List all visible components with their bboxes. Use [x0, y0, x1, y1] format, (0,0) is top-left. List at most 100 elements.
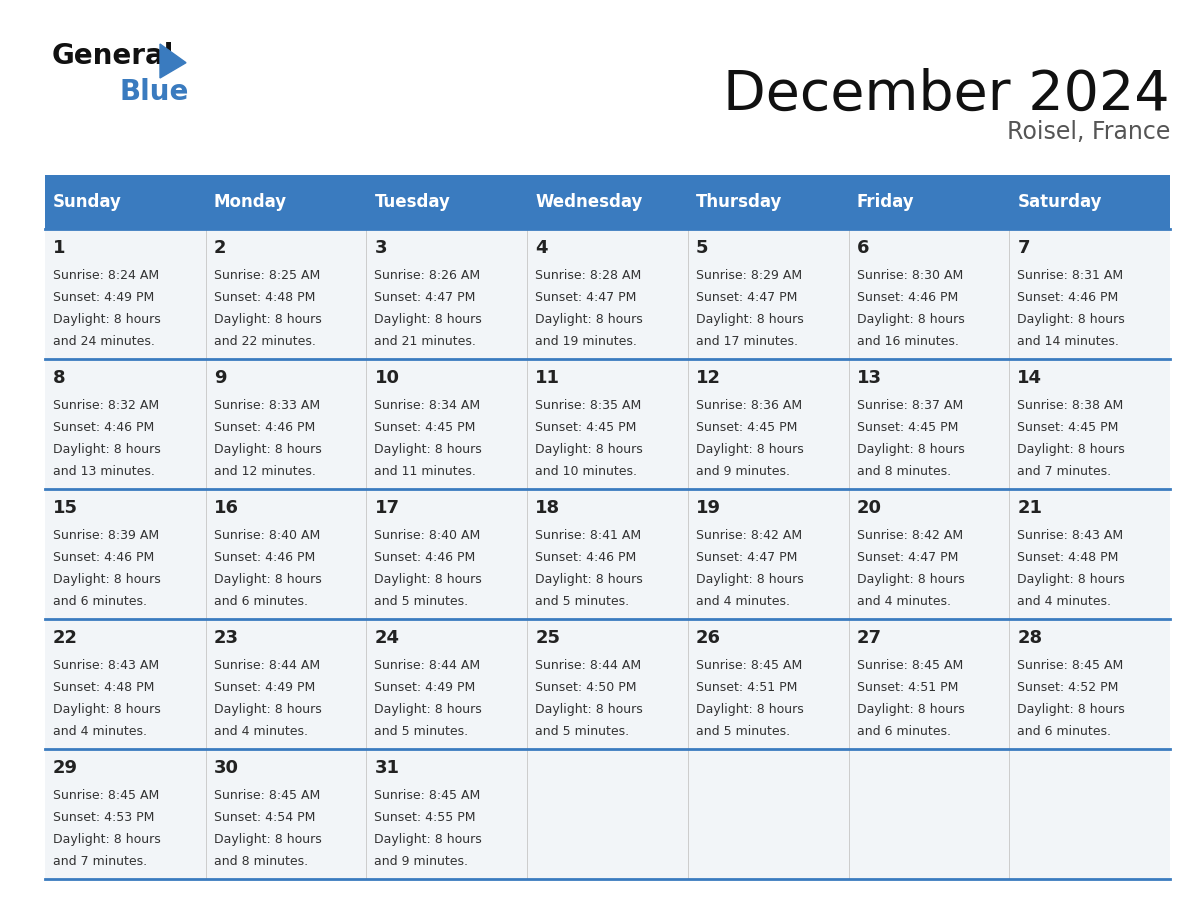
Text: Daylight: 8 hours: Daylight: 8 hours [857, 703, 965, 716]
Bar [1010, 359, 1170, 489]
Bar [1010, 489, 1170, 619]
Bar [45, 619, 206, 749]
Text: Sunrise: 8:34 AM: Sunrise: 8:34 AM [374, 399, 481, 412]
Text: Sunrise: 8:39 AM: Sunrise: 8:39 AM [53, 529, 159, 542]
Text: and 7 minutes.: and 7 minutes. [1017, 465, 1112, 478]
Text: Blue: Blue [120, 78, 189, 106]
Text: Sunset: 4:47 PM: Sunset: 4:47 PM [535, 291, 637, 304]
Bar [366, 229, 527, 359]
Text: and 8 minutes.: and 8 minutes. [857, 465, 950, 478]
Bar [688, 619, 848, 749]
Text: 28: 28 [1017, 629, 1042, 647]
Text: Monday: Monday [214, 193, 286, 211]
Text: Sunset: 4:46 PM: Sunset: 4:46 PM [374, 551, 475, 564]
Text: Sunrise: 8:44 AM: Sunrise: 8:44 AM [535, 659, 642, 672]
Text: and 21 minutes.: and 21 minutes. [374, 335, 476, 348]
Text: Sunset: 4:47 PM: Sunset: 4:47 PM [374, 291, 476, 304]
Text: and 4 minutes.: and 4 minutes. [857, 595, 950, 608]
Text: and 10 minutes.: and 10 minutes. [535, 465, 637, 478]
Text: Sunrise: 8:25 AM: Sunrise: 8:25 AM [214, 269, 320, 282]
Text: Sunset: 4:47 PM: Sunset: 4:47 PM [696, 551, 797, 564]
Text: Daylight: 8 hours: Daylight: 8 hours [857, 313, 965, 326]
Text: Sunrise: 8:40 AM: Sunrise: 8:40 AM [214, 529, 320, 542]
Text: Sunrise: 8:35 AM: Sunrise: 8:35 AM [535, 399, 642, 412]
Bar [848, 749, 1010, 879]
Text: Daylight: 8 hours: Daylight: 8 hours [374, 833, 482, 846]
Text: Daylight: 8 hours: Daylight: 8 hours [53, 833, 160, 846]
Text: Sunrise: 8:45 AM: Sunrise: 8:45 AM [1017, 659, 1124, 672]
Bar [366, 749, 527, 879]
Text: and 6 minutes.: and 6 minutes. [53, 595, 147, 608]
Text: and 4 minutes.: and 4 minutes. [53, 725, 147, 738]
Text: Sunrise: 8:33 AM: Sunrise: 8:33 AM [214, 399, 320, 412]
Text: and 5 minutes.: and 5 minutes. [374, 725, 468, 738]
Text: Sunset: 4:46 PM: Sunset: 4:46 PM [1017, 291, 1119, 304]
Text: Sunrise: 8:42 AM: Sunrise: 8:42 AM [857, 529, 962, 542]
Text: 20: 20 [857, 499, 881, 517]
Text: 22: 22 [53, 629, 78, 647]
Text: and 5 minutes.: and 5 minutes. [374, 595, 468, 608]
Bar [688, 175, 848, 229]
Text: and 8 minutes.: and 8 minutes. [214, 855, 308, 868]
Text: Roisel, France: Roisel, France [1006, 120, 1170, 144]
Bar [848, 175, 1010, 229]
Bar [527, 359, 688, 489]
Bar [366, 175, 527, 229]
Bar [527, 489, 688, 619]
Bar [45, 359, 206, 489]
Text: Daylight: 8 hours: Daylight: 8 hours [53, 443, 160, 456]
Text: Sunrise: 8:29 AM: Sunrise: 8:29 AM [696, 269, 802, 282]
Text: and 9 minutes.: and 9 minutes. [696, 465, 790, 478]
Text: and 22 minutes.: and 22 minutes. [214, 335, 316, 348]
Text: Sunset: 4:53 PM: Sunset: 4:53 PM [53, 811, 154, 824]
Text: 21: 21 [1017, 499, 1042, 517]
Text: 14: 14 [1017, 369, 1042, 387]
Text: Daylight: 8 hours: Daylight: 8 hours [1017, 443, 1125, 456]
Text: Sunset: 4:54 PM: Sunset: 4:54 PM [214, 811, 315, 824]
Text: and 6 minutes.: and 6 minutes. [1017, 725, 1111, 738]
Text: and 4 minutes.: and 4 minutes. [214, 725, 308, 738]
Text: Sunset: 4:48 PM: Sunset: 4:48 PM [1017, 551, 1119, 564]
Text: Sunset: 4:45 PM: Sunset: 4:45 PM [857, 421, 958, 434]
Text: and 6 minutes.: and 6 minutes. [214, 595, 308, 608]
Bar [206, 229, 366, 359]
Text: 1: 1 [53, 239, 65, 257]
Text: Sunrise: 8:36 AM: Sunrise: 8:36 AM [696, 399, 802, 412]
Text: Daylight: 8 hours: Daylight: 8 hours [214, 443, 322, 456]
Text: Sunrise: 8:28 AM: Sunrise: 8:28 AM [535, 269, 642, 282]
Text: 9: 9 [214, 369, 226, 387]
Text: Sunrise: 8:37 AM: Sunrise: 8:37 AM [857, 399, 962, 412]
Text: Daylight: 8 hours: Daylight: 8 hours [535, 313, 643, 326]
Text: Sunset: 4:46 PM: Sunset: 4:46 PM [857, 291, 958, 304]
Text: Sunrise: 8:40 AM: Sunrise: 8:40 AM [374, 529, 481, 542]
Text: 17: 17 [374, 499, 399, 517]
Text: Sunrise: 8:45 AM: Sunrise: 8:45 AM [53, 789, 159, 802]
Text: Sunrise: 8:42 AM: Sunrise: 8:42 AM [696, 529, 802, 542]
Text: and 5 minutes.: and 5 minutes. [535, 595, 630, 608]
Text: Sunrise: 8:32 AM: Sunrise: 8:32 AM [53, 399, 159, 412]
Bar [1010, 229, 1170, 359]
Bar [206, 619, 366, 749]
Text: and 16 minutes.: and 16 minutes. [857, 335, 959, 348]
Text: 11: 11 [535, 369, 561, 387]
Text: December 2024: December 2024 [723, 68, 1170, 122]
Text: 19: 19 [696, 499, 721, 517]
Text: Daylight: 8 hours: Daylight: 8 hours [696, 703, 803, 716]
Text: Sunrise: 8:43 AM: Sunrise: 8:43 AM [53, 659, 159, 672]
Text: Daylight: 8 hours: Daylight: 8 hours [1017, 313, 1125, 326]
Text: Sunset: 4:46 PM: Sunset: 4:46 PM [535, 551, 637, 564]
Text: Sunset: 4:47 PM: Sunset: 4:47 PM [696, 291, 797, 304]
Text: and 13 minutes.: and 13 minutes. [53, 465, 154, 478]
Text: and 17 minutes.: and 17 minutes. [696, 335, 798, 348]
Text: Daylight: 8 hours: Daylight: 8 hours [374, 703, 482, 716]
Text: 12: 12 [696, 369, 721, 387]
Text: 25: 25 [535, 629, 561, 647]
Text: Sunrise: 8:45 AM: Sunrise: 8:45 AM [374, 789, 481, 802]
Text: Sunrise: 8:31 AM: Sunrise: 8:31 AM [1017, 269, 1124, 282]
Bar [688, 749, 848, 879]
Bar [848, 359, 1010, 489]
Bar [688, 229, 848, 359]
Bar [688, 489, 848, 619]
Text: 10: 10 [374, 369, 399, 387]
Text: Thursday: Thursday [696, 193, 782, 211]
